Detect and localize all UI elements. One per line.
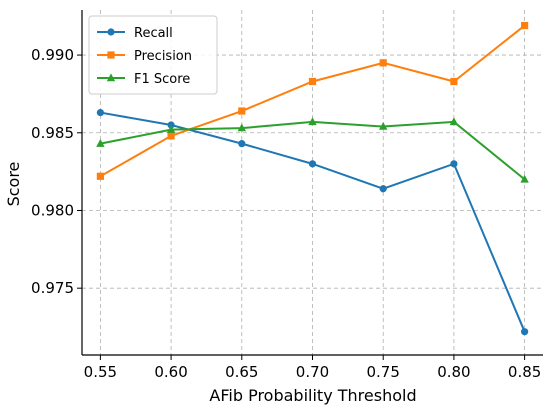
recall-point <box>379 185 387 193</box>
x-tick-label: 0.65 <box>225 363 258 381</box>
legend-label: F1 Score <box>134 72 190 87</box>
legend-marker <box>107 28 115 36</box>
precision-point <box>238 107 246 115</box>
recall-point <box>308 160 317 168</box>
y-tick-label: 0.985 <box>31 124 74 142</box>
series-f1-score <box>96 117 529 183</box>
f1-score-point <box>237 123 246 132</box>
f1-score-point <box>449 117 459 126</box>
precision-point <box>96 172 104 180</box>
legend-marker <box>106 73 116 82</box>
legend-label: Recall <box>134 26 173 41</box>
y-tick-label: 0.975 <box>31 279 74 297</box>
f1-score-point <box>96 139 105 147</box>
legend-marker <box>107 51 115 59</box>
f1-score-point <box>308 117 317 126</box>
f1-score-point <box>166 125 176 133</box>
series-recall <box>96 108 529 336</box>
recall-point <box>450 160 458 168</box>
y-axis-label: Score <box>4 162 23 207</box>
legend-item-f1-score: F1 Score <box>97 72 190 87</box>
legend-box <box>88 15 218 95</box>
recall-point <box>238 140 246 148</box>
recall-point <box>521 328 529 336</box>
legend-item-recall: Recall <box>97 26 173 41</box>
legend-label: Precision <box>134 49 192 64</box>
f1-score-point <box>379 121 388 130</box>
x-tick-label: 0.60 <box>154 363 187 381</box>
precision-point <box>450 77 458 86</box>
x-tick-label: 0.80 <box>437 363 470 381</box>
x-axis-ticks: 0.55 0.60 0.65 0.70 0.75 0.80 0.85 <box>84 355 541 381</box>
x-tick-label: 0.55 <box>84 363 117 381</box>
y-axis-ticks: 0.975 0.980 0.985 0.990 <box>31 46 82 297</box>
series-precision <box>96 21 529 180</box>
precision-point <box>521 21 529 30</box>
f1-score-point <box>520 174 529 183</box>
precision-point <box>167 132 175 140</box>
recall-point <box>96 108 104 117</box>
recall-point <box>167 121 175 129</box>
precision-point <box>308 77 317 86</box>
precision-point <box>379 59 387 67</box>
x-tick-label: 0.85 <box>508 363 541 381</box>
x-tick-label: 0.70 <box>296 363 329 381</box>
y-tick-label: 0.990 <box>31 46 74 64</box>
legend-item-precision: Precision <box>97 49 192 64</box>
x-tick-label: 0.75 <box>367 363 400 381</box>
legend: Recall Precision F1 Score <box>88 15 218 95</box>
y-tick-label: 0.980 <box>31 201 74 219</box>
x-axis-label: AFib Probability Threshold <box>209 386 416 405</box>
series-layer <box>96 21 529 336</box>
